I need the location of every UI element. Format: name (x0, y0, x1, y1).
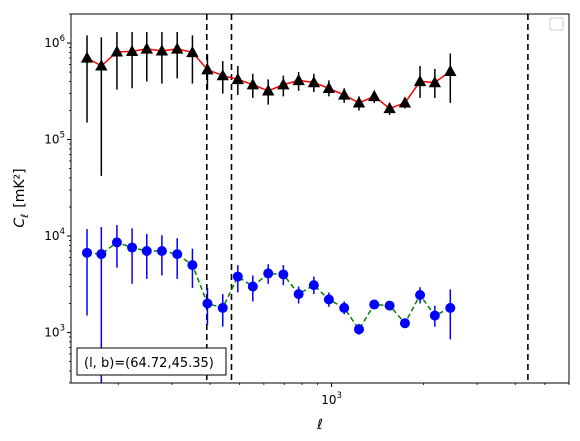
data-point-circle (202, 298, 213, 309)
data-point-triangle (277, 78, 290, 90)
x-axis-label: ℓ (316, 417, 323, 433)
data-point-triangle (262, 84, 275, 96)
data-point-circle (111, 237, 122, 248)
data-point-circle (445, 302, 456, 313)
legend-box (549, 17, 564, 31)
data-point-circle (156, 245, 167, 256)
y-tick-label-base: 10 (44, 229, 59, 243)
data-point-triangle (95, 59, 108, 71)
data-point-circle (127, 242, 138, 253)
data-point-circle (429, 310, 440, 321)
annotation-text: (l, b)=(64.72,45.35) (84, 356, 214, 371)
data-point-triangle (338, 88, 351, 100)
data-point-circle (308, 280, 319, 291)
data-point-triangle (292, 73, 305, 86)
data-point-circle (172, 249, 183, 260)
y-tick-label-base: 10 (44, 133, 59, 147)
y-tick-label: 103 (44, 324, 65, 340)
data-point-circle (399, 318, 410, 329)
y-tick-label: 104 (44, 227, 65, 243)
data-point-triangle (201, 63, 214, 75)
data-point-triangle (186, 45, 199, 58)
data-point-triangle (368, 89, 381, 102)
y-tick-label: 105 (44, 131, 65, 147)
data-point-triangle (216, 69, 229, 81)
data-series (82, 225, 456, 383)
data-point-circle (339, 302, 350, 313)
y-tick-label: 106 (44, 34, 65, 50)
x-tick-label: 103 (321, 391, 342, 407)
plot-content (80, 14, 529, 383)
data-point-triangle (155, 44, 169, 56)
data-point-circle (369, 299, 380, 310)
y-axis-label-unit: [mK²] (12, 168, 28, 207)
data-point-triangle (125, 44, 139, 57)
data-point-triangle (231, 72, 245, 85)
data-point-circle (323, 294, 334, 305)
data-point-triangle (110, 45, 124, 57)
data-point-triangle (352, 96, 366, 108)
data-point-triangle (444, 64, 457, 76)
y-tick-label-exponent: 3 (60, 324, 65, 334)
y-tick-label-base: 10 (44, 326, 59, 340)
data-point-triangle (80, 51, 94, 63)
y-axis-label: Cℓ [mK²] (12, 168, 31, 227)
data-point-circle (141, 245, 152, 256)
x-tick-label-base: 10 (321, 393, 336, 407)
data-point-triangle (246, 78, 259, 90)
data-series (80, 32, 457, 176)
data-point-triangle (383, 101, 396, 114)
data-point-circle (82, 247, 93, 258)
y-tick-label-exponent: 4 (60, 227, 65, 237)
data-point-circle (353, 324, 364, 335)
data-point-triangle (428, 76, 442, 88)
data-point-circle (232, 271, 243, 282)
data-point-circle (384, 300, 395, 311)
data-point-circle (415, 289, 426, 300)
data-point-circle (96, 249, 107, 260)
data-point-triangle (171, 42, 184, 54)
annotation-box: (l, b)=(64.72,45.35) (76, 347, 227, 376)
data-point-triangle (398, 96, 412, 108)
data-point-circle (278, 269, 289, 280)
axes-frame (70, 13, 570, 384)
data-point-triangle (140, 42, 153, 54)
data-point-circle (247, 281, 258, 292)
data-point-circle (263, 268, 274, 279)
x-tick-label-exponent: 3 (336, 391, 341, 401)
data-point-triangle (322, 81, 336, 93)
data-point-triangle (307, 76, 321, 88)
data-point-circle (293, 289, 304, 300)
y-tick-label-exponent: 5 (60, 131, 65, 141)
data-point-triangle (413, 74, 427, 87)
y-axis-label-main: C (12, 218, 28, 228)
data-point-circle (187, 260, 198, 271)
y-axis-label-sub: ℓ (20, 214, 31, 218)
data-point-circle (217, 302, 228, 313)
y-tick-label-base: 10 (44, 36, 59, 50)
y-tick-label-exponent: 6 (60, 34, 65, 44)
